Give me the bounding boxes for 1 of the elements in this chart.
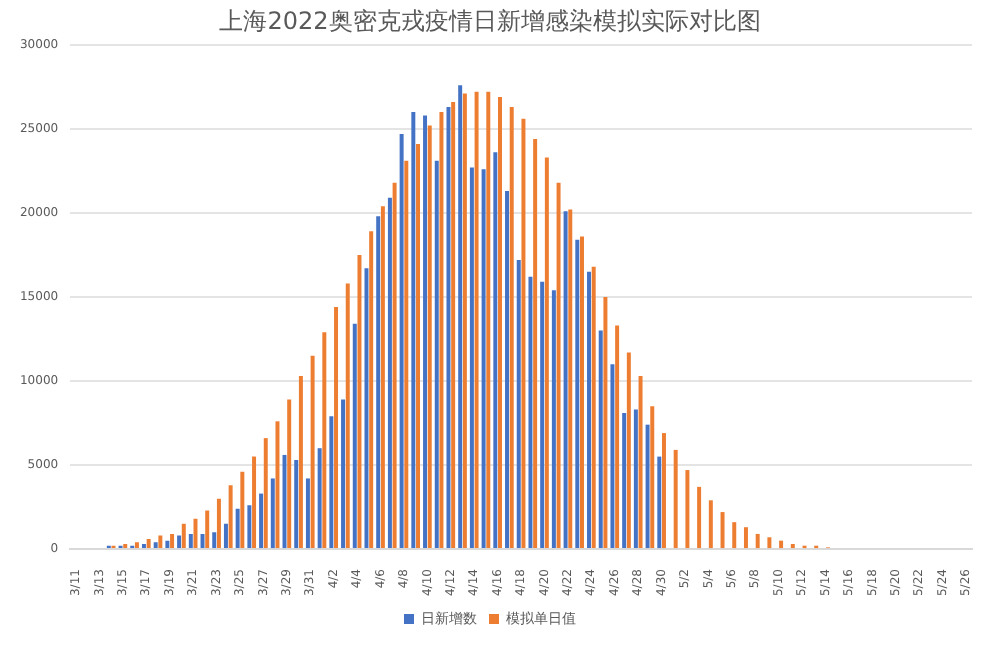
chart-title: 上海2022奥密克戎疫情日新增感染模拟实际对比图 xyxy=(219,6,761,35)
